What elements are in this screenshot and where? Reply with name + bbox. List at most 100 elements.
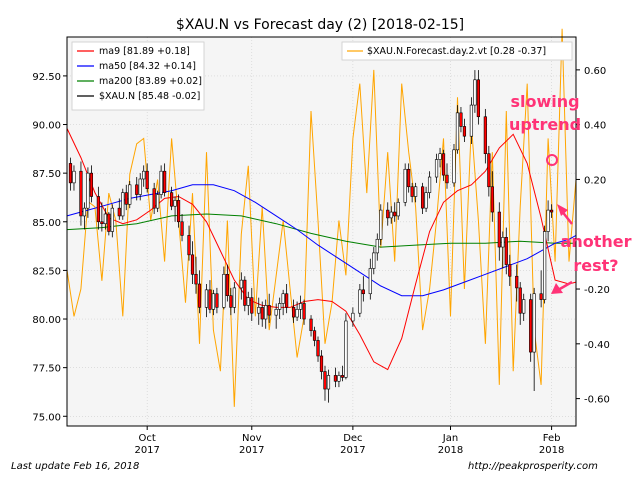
candle-body (121, 192, 125, 217)
candle-body (173, 200, 177, 207)
candle (414, 182, 418, 203)
tick-label-left: 82.50 (32, 266, 61, 277)
annotation-arrowhead (551, 283, 563, 294)
candle-body (452, 149, 456, 184)
candle-body (243, 279, 247, 306)
candle-body (82, 207, 87, 217)
candle (316, 336, 320, 362)
legend-left: ma9 [81.89 +0.18] ma50 [84.32 +0.14] ma200… (71, 41, 205, 111)
candle-body (86, 172, 90, 209)
candle (539, 270, 543, 308)
candle (549, 204, 554, 218)
candle (389, 206, 393, 224)
candle (421, 182, 425, 214)
tick-label-left: 85.00 (32, 218, 61, 229)
tick-label-bottom: 2017 (239, 445, 264, 456)
candle-body (190, 254, 195, 275)
candle-body (103, 213, 107, 225)
candle-body (490, 186, 494, 213)
candle-body (539, 293, 543, 300)
candle (246, 291, 250, 316)
candle (368, 258, 372, 300)
candle-body (257, 307, 261, 314)
candle (358, 284, 362, 318)
candle (407, 163, 411, 193)
candle (211, 289, 216, 316)
candle (375, 233, 379, 261)
candle-body (229, 295, 233, 308)
candle-body (298, 303, 303, 310)
candle (337, 371, 341, 388)
candle-body (532, 293, 536, 353)
candle (546, 200, 550, 242)
tick-label-right: -0.60 (584, 395, 610, 406)
annotation-text: uptrend (509, 115, 581, 134)
candle (344, 313, 348, 380)
candle (89, 165, 94, 203)
candle-body (316, 340, 320, 357)
candle (197, 270, 202, 314)
candle-body (407, 168, 411, 188)
candle (281, 289, 285, 316)
candle (319, 350, 324, 380)
candle (427, 171, 432, 199)
candle-body (441, 153, 446, 176)
candle (543, 225, 547, 304)
candle (190, 241, 195, 285)
candle (518, 282, 522, 325)
candle-body (469, 104, 474, 137)
tick-label-bottom: Jan (442, 433, 458, 444)
candle-body (476, 79, 480, 118)
candle (79, 161, 83, 226)
candle (204, 284, 209, 318)
candle-body (79, 170, 83, 217)
candle (361, 276, 365, 302)
annotation-arrow (557, 280, 573, 292)
candle-body (487, 153, 491, 188)
candle-body (222, 273, 226, 308)
tick-label-right: 0.20 (584, 175, 606, 186)
candle-body (152, 188, 156, 209)
legend-left-label: ma9 [81.89 +0.18] (99, 46, 190, 57)
candle (124, 184, 128, 211)
candle (194, 256, 198, 294)
candle-body (250, 297, 254, 314)
candle-body (107, 213, 111, 232)
candle-body (333, 375, 338, 382)
candle (110, 204, 114, 238)
candle-body (72, 170, 76, 184)
candle-body (522, 299, 526, 314)
candle-body (156, 194, 160, 209)
candle (72, 165, 76, 191)
candle (508, 254, 512, 286)
candle-body (135, 184, 139, 195)
candle-body (351, 312, 355, 322)
axes: 75.00 77.50 80.00 82.50 85.00 87.50 90.00 92.50… (32, 66, 610, 456)
candle (278, 297, 282, 320)
candle-body (326, 375, 331, 390)
tick-label-bottom: Oct (139, 433, 156, 444)
candle-body (124, 192, 128, 205)
candle (445, 163, 449, 189)
candle (529, 293, 533, 362)
candle (298, 295, 303, 320)
candle-body (344, 320, 348, 378)
candle-body (427, 176, 432, 193)
candle (459, 107, 463, 133)
annotations: slowing uptrend another rest? (509, 92, 632, 294)
candle-body (546, 209, 550, 232)
candle-body (414, 186, 418, 197)
candle-body (361, 289, 365, 295)
candle-body (368, 268, 372, 295)
candle (239, 272, 243, 300)
candle (173, 196, 177, 222)
candle-body (169, 192, 174, 207)
candle (372, 247, 376, 275)
tick-label-bottom: 2017 (134, 445, 159, 456)
candle (285, 284, 289, 314)
legend-left-box (71, 41, 205, 111)
candle (469, 97, 474, 144)
candle-body (264, 305, 268, 320)
candle-body (163, 170, 167, 193)
